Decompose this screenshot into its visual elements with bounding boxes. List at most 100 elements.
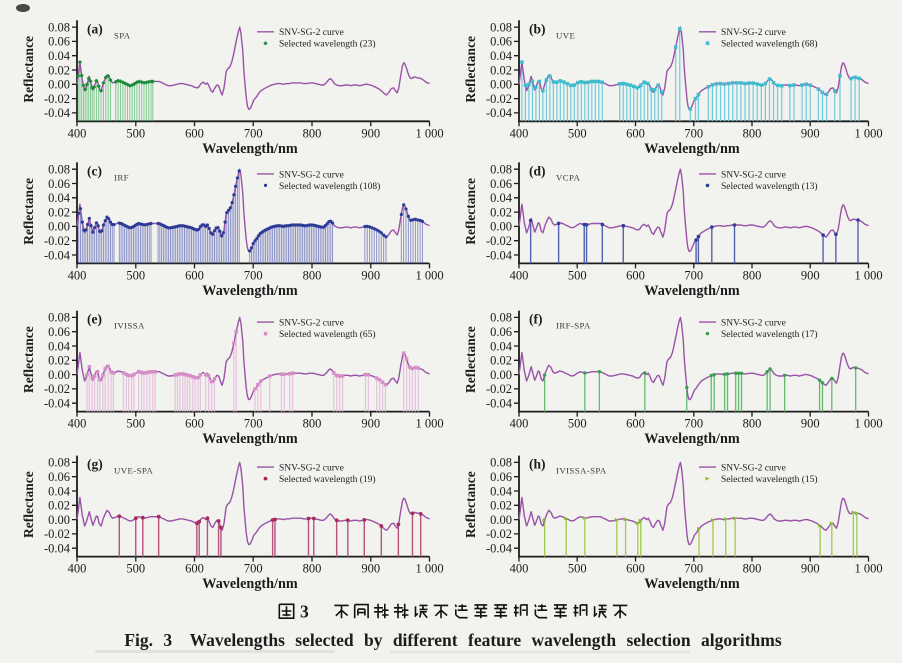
svg-text:SNV-SG-2 curve: SNV-SG-2 curve [721, 28, 786, 38]
svg-text:Wavelength/nm: Wavelength/nm [644, 283, 740, 299]
svg-text:900: 900 [801, 562, 820, 576]
svg-text:0.08: 0.08 [48, 456, 70, 470]
svg-text:0.00: 0.00 [48, 78, 70, 92]
svg-text:0.04: 0.04 [490, 49, 513, 63]
svg-text:-0.02: -0.02 [486, 527, 512, 541]
svg-text:3: 3 [300, 602, 309, 622]
svg-text:500: 500 [568, 417, 587, 431]
svg-text:Selected wavelength (19): Selected wavelength (19) [279, 474, 376, 485]
svg-text:(e): (e) [87, 312, 102, 327]
svg-text:Wavelength/nm: Wavelength/nm [644, 576, 740, 592]
svg-text:0.08: 0.08 [490, 20, 512, 34]
svg-text:IVISSA: IVISSA [114, 321, 145, 331]
svg-text:0.02: 0.02 [490, 63, 512, 77]
svg-text:0.08: 0.08 [48, 20, 70, 34]
svg-text:-0.04: -0.04 [486, 542, 513, 556]
svg-text:-0.02: -0.02 [44, 92, 70, 106]
svg-text:500: 500 [568, 268, 587, 282]
svg-text:400: 400 [510, 417, 529, 431]
svg-text:500: 500 [568, 562, 587, 576]
svg-text:SNV-SG-2 curve: SNV-SG-2 curve [721, 464, 786, 474]
svg-text:-0.04: -0.04 [486, 397, 513, 411]
svg-text:-0.04: -0.04 [44, 248, 71, 262]
svg-text:0.00: 0.00 [48, 513, 70, 527]
svg-text:1 000: 1 000 [854, 417, 882, 431]
svg-text:800: 800 [743, 562, 762, 576]
svg-text:0.00: 0.00 [48, 220, 70, 234]
svg-text:500: 500 [568, 126, 587, 140]
svg-text:-0.04: -0.04 [486, 106, 513, 120]
svg-text:Reflectance: Reflectance [21, 326, 36, 393]
svg-text:VCPA: VCPA [556, 172, 581, 182]
svg-text:0.04: 0.04 [48, 49, 71, 63]
svg-text:500: 500 [126, 126, 145, 140]
svg-text:0.06: 0.06 [490, 325, 512, 339]
svg-text:0.00: 0.00 [48, 368, 70, 382]
svg-text:-0.02: -0.02 [486, 382, 512, 396]
svg-text:0.04: 0.04 [48, 484, 71, 498]
svg-text:-0.04: -0.04 [44, 106, 71, 120]
svg-text:0.08: 0.08 [490, 163, 512, 177]
svg-text:Wavelength/nm: Wavelength/nm [202, 431, 298, 447]
svg-text:700: 700 [684, 562, 703, 576]
svg-text:0.02: 0.02 [490, 205, 512, 219]
svg-text:0.08: 0.08 [48, 163, 70, 177]
svg-text:IRF: IRF [114, 172, 129, 182]
svg-text:-0.02: -0.02 [44, 234, 70, 248]
svg-text:600: 600 [626, 126, 645, 140]
svg-text:800: 800 [743, 126, 762, 140]
svg-text:Reflectance: Reflectance [21, 178, 36, 245]
svg-text:0.06: 0.06 [48, 177, 70, 191]
svg-text:1 000: 1 000 [415, 268, 443, 282]
svg-text:Reflectance: Reflectance [463, 36, 478, 103]
svg-text:0.00: 0.00 [490, 78, 512, 92]
svg-text:700: 700 [684, 417, 703, 431]
svg-text:700: 700 [244, 417, 263, 431]
svg-text:IRF-SPA: IRF-SPA [556, 321, 591, 331]
svg-text:0.06: 0.06 [48, 35, 70, 49]
svg-text:(d): (d) [529, 163, 546, 178]
svg-text:500: 500 [126, 417, 145, 431]
svg-text:SPA: SPA [114, 30, 131, 40]
svg-text:800: 800 [743, 417, 762, 431]
svg-text:0.06: 0.06 [490, 35, 512, 49]
svg-text:0.02: 0.02 [48, 205, 70, 219]
svg-text:SNV-SG-2 curve: SNV-SG-2 curve [279, 464, 344, 474]
svg-text:900: 900 [801, 268, 820, 282]
svg-text:0.00: 0.00 [490, 368, 512, 382]
svg-text:600: 600 [185, 268, 204, 282]
svg-text:1 000: 1 000 [854, 126, 882, 140]
svg-text:Selected wavelength (23): Selected wavelength (23) [279, 39, 376, 50]
svg-text:Selected wavelength (65): Selected wavelength (65) [279, 329, 376, 340]
svg-text:Wavelength/nm: Wavelength/nm [202, 283, 298, 299]
svg-text:700: 700 [684, 126, 703, 140]
svg-text:Reflectance: Reflectance [463, 471, 478, 538]
svg-text:400: 400 [68, 126, 87, 140]
svg-text:0.02: 0.02 [490, 499, 512, 513]
svg-text:(c): (c) [87, 163, 102, 178]
svg-text:600: 600 [185, 417, 204, 431]
svg-text:0.06: 0.06 [490, 470, 512, 484]
svg-text:0.06: 0.06 [48, 325, 70, 339]
svg-text:0.02: 0.02 [48, 499, 70, 513]
svg-text:600: 600 [626, 268, 645, 282]
svg-text:0.02: 0.02 [490, 354, 512, 368]
svg-text:SNV-SG-2 curve: SNV-SG-2 curve [721, 170, 786, 180]
svg-text:UVE-SPA: UVE-SPA [114, 466, 153, 476]
svg-text:UVE: UVE [556, 30, 575, 40]
svg-text:0.02: 0.02 [48, 63, 70, 77]
svg-text:0.00: 0.00 [490, 513, 512, 527]
svg-text:800: 800 [303, 562, 322, 576]
svg-text:900: 900 [361, 268, 380, 282]
svg-text:700: 700 [244, 268, 263, 282]
svg-text:400: 400 [510, 562, 529, 576]
svg-text:Wavelength/nm: Wavelength/nm [202, 141, 298, 157]
svg-text:400: 400 [68, 268, 87, 282]
svg-text:1 000: 1 000 [415, 562, 443, 576]
svg-text:400: 400 [510, 126, 529, 140]
svg-text:400: 400 [68, 417, 87, 431]
svg-text:400: 400 [510, 268, 529, 282]
svg-text:Reflectance: Reflectance [21, 36, 36, 103]
svg-text:(a): (a) [87, 21, 103, 36]
svg-text:800: 800 [743, 268, 762, 282]
